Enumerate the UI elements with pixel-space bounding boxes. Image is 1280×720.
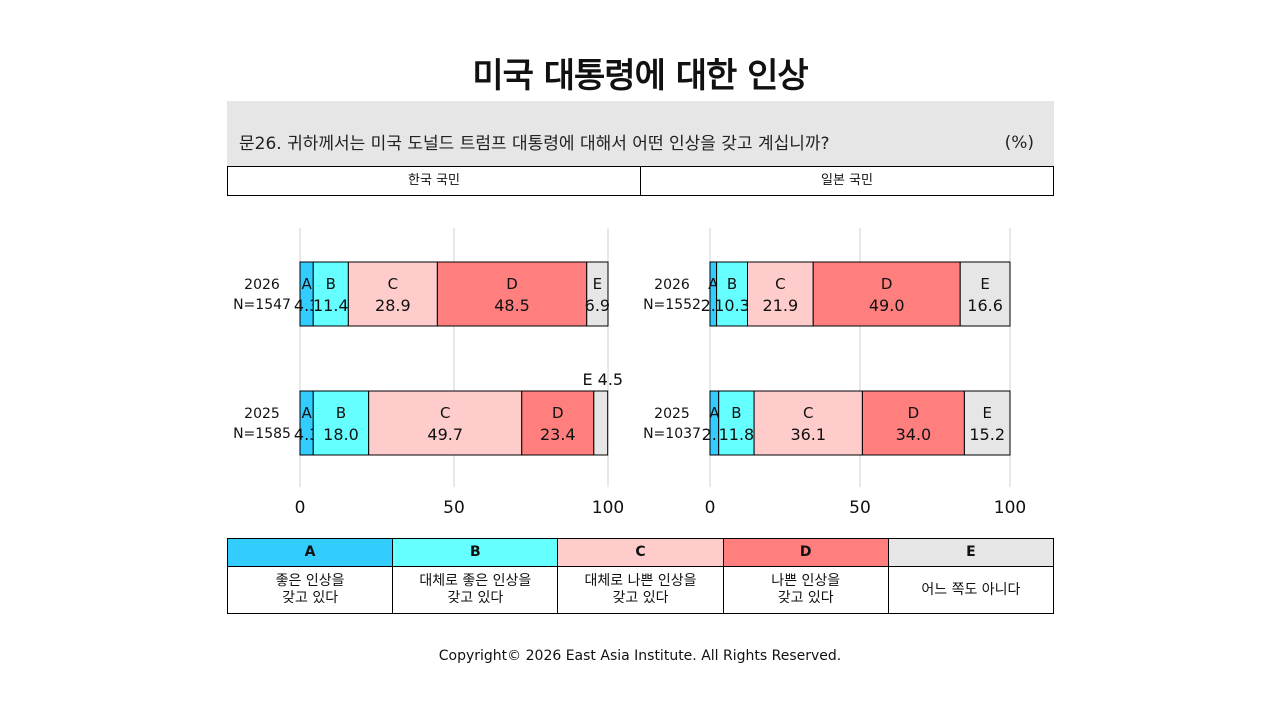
panel1-bar-D-0 [436, 261, 588, 327]
legend-desc-c: 대체로 나쁜 인상을 갖고 있다 [584, 573, 697, 606]
panel1-data-label-B-1: 18.0 [323, 425, 359, 444]
panel1-series-label-B-0: B [326, 275, 336, 293]
panel1-series-label-C-0: C [388, 275, 398, 293]
panel1-series-label-A-1: A [301, 404, 312, 422]
panel1-series-label-D-1: D [552, 404, 564, 422]
panel1-row-n-1: N=1585 [233, 426, 291, 442]
panel2-bar-E-0 [959, 261, 1011, 327]
unit-label: (%) [1004, 133, 1034, 153]
panel1-row-year-0: 2026 [244, 277, 280, 293]
panel2-data-label-D-0: 49.0 [869, 296, 905, 315]
legend-key-e: E [888, 539, 1054, 567]
panel1-data-label-D-0: 48.5 [494, 296, 530, 315]
panel1-series-label-C-1: C [440, 404, 450, 422]
panel1-series-label-E-0: E [593, 275, 602, 293]
panel2-bar-C-0 [747, 261, 814, 327]
panel2-data-label-B-1: 11.8 [719, 425, 755, 444]
panel2-bar-B-1 [718, 390, 755, 456]
panel1-tick-label-100: 100 [592, 498, 624, 518]
panel2-series-label-C-1: C [803, 404, 813, 422]
legend-key-a: A [228, 539, 393, 567]
legend-col-d: D 나쁜 인상을 갖고 있다 [723, 539, 889, 613]
panel2-series-label-A-1: A [709, 404, 720, 422]
panel2-row-year-0: 2026 [654, 277, 690, 293]
panel1-data-label-B-0: 11.4 [313, 296, 349, 315]
legend-table: A 좋은 인상을 갖고 있다 B 대체로 좋은 인상을 갖고 있다 C 대체로 … [227, 538, 1054, 614]
panel2-tick-label-50: 50 [849, 498, 871, 518]
panel1-data-label-D-1: 23.4 [540, 425, 576, 444]
legend-desc-a: 좋은 인상을 갖고 있다 [275, 573, 345, 606]
panel1-bar-C-0 [347, 261, 438, 327]
panel2-series-label-E-1: E [982, 404, 991, 422]
legend-key-c: C [558, 539, 723, 567]
legend-col-a: A 좋은 인상을 갖고 있다 [228, 539, 394, 613]
panel2-data-label-E-1: 15.2 [969, 425, 1005, 444]
page-title: 미국 대통령에 대한 인상 [472, 56, 808, 96]
panel2-series-label-E-0: E [980, 275, 989, 293]
panel1-data-label-C-1: 49.7 [427, 425, 463, 444]
panel1-bar-B-0 [312, 261, 349, 327]
panel1-series-label-A-0: A [301, 275, 312, 293]
panel2-tick-label-0: 0 [705, 498, 716, 518]
panel2-series-label-D-1: D [908, 404, 920, 422]
panel1-bar-A-0 [299, 261, 314, 327]
panel1-series-label-B-1: B [336, 404, 346, 422]
panel1-data-label-C-0: 28.9 [375, 296, 411, 315]
panel2-series-label-B-0: B [727, 275, 737, 293]
panel2-data-label-E-0: 16.6 [967, 296, 1003, 315]
panel1-data-label-E-1: E 4.5 [582, 370, 623, 389]
panel1-data-label-E-0: 6.9 [585, 296, 610, 315]
panel1-bar-C-1 [368, 390, 523, 456]
panel2-bar-D-0 [812, 261, 961, 327]
panel1-bar-E-0 [586, 261, 609, 327]
panel1-tick-label-50: 50 [443, 498, 465, 518]
panel2-data-label-D-1: 34.0 [896, 425, 932, 444]
panel1-bar-A-1 [299, 390, 314, 456]
copyright-text: Copyright© 2026 East Asia Institute. All… [438, 648, 842, 664]
legend-desc-e: 어느 쪽도 아니다 [921, 581, 1021, 598]
panel1-bar-B-1 [312, 390, 370, 456]
panel2-bar-A-1 [709, 390, 720, 456]
panel1-series-label-D-0: D [506, 275, 518, 293]
panel2-data-label-B-0: 10.3 [714, 296, 750, 315]
panel1-tick-label-0: 0 [295, 498, 306, 518]
legend-desc-d: 나쁜 인상을 갖고 있다 [771, 573, 841, 606]
panel2-row-n-0: N=1552 [643, 297, 701, 313]
legend-key-d: D [723, 539, 888, 567]
panel2-data-label-C-1: 36.1 [790, 425, 826, 444]
panel2-bar-D-1 [861, 390, 965, 456]
panel2-bar-A-0 [709, 261, 718, 327]
legend-col-c: C 대체로 나쁜 인상을 갖고 있다 [558, 539, 724, 613]
panel2-data-label-C-0: 21.9 [763, 296, 799, 315]
panel1-row-n-0: N=1547 [233, 297, 291, 313]
panel1-row-year-1: 2025 [244, 406, 280, 422]
panel2-tick-label-100: 100 [994, 498, 1026, 518]
panel2-series-label-C-0: C [775, 275, 785, 293]
legend-desc-b: 대체로 좋은 인상을 갖고 있다 [419, 573, 532, 606]
panel2-row-year-1: 2025 [654, 406, 690, 422]
panel2-bar-E-1 [963, 390, 1011, 456]
legend-key-b: B [393, 539, 558, 567]
panel2-bar-B-0 [716, 261, 748, 327]
panel2-series-label-A-0: A [708, 275, 719, 293]
group-header-japan: 일본 국민 [640, 166, 1054, 196]
panel1-bar-D-1 [521, 390, 595, 456]
panel2-row-n-1: N=1037 [643, 426, 701, 442]
legend-col-b: B 대체로 좋은 인상을 갖고 있다 [393, 539, 559, 613]
panel1-bar-E-1 [593, 390, 609, 456]
question-box: 문26. 귀하께서는 미국 도널드 트럼프 대통령에 대해서 어떤 인상을 갖고… [227, 101, 1054, 166]
legend-col-e: E 어느 쪽도 아니다 [888, 539, 1054, 613]
panel2-bar-C-1 [753, 390, 863, 456]
question-text: 문26. 귀하께서는 미국 도널드 트럼프 대통령에 대해서 어떤 인상을 갖고… [239, 134, 830, 154]
panel2-series-label-D-0: D [881, 275, 893, 293]
panel2-series-label-B-1: B [731, 404, 741, 422]
